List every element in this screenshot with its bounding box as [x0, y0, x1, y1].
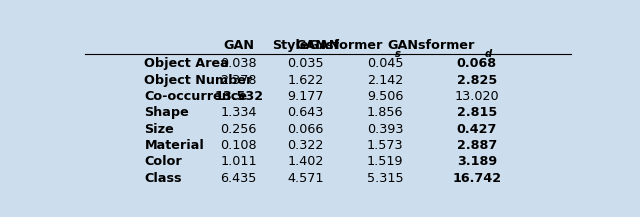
- Text: 9.177: 9.177: [287, 90, 324, 103]
- Text: StyleGAN: StyleGAN: [272, 39, 339, 52]
- Text: 2.378: 2.378: [220, 74, 257, 87]
- Text: 9.506: 9.506: [367, 90, 403, 103]
- Text: GAN: GAN: [223, 39, 254, 52]
- Text: Material: Material: [145, 139, 204, 152]
- Text: s: s: [394, 49, 401, 59]
- Text: 0.393: 0.393: [367, 123, 403, 136]
- Text: 0.256: 0.256: [221, 123, 257, 136]
- Text: 0.035: 0.035: [287, 57, 324, 70]
- Text: 1.402: 1.402: [287, 155, 324, 168]
- Text: Size: Size: [145, 123, 174, 136]
- Text: GANsformer: GANsformer: [295, 39, 383, 52]
- Text: 6.435: 6.435: [221, 172, 257, 185]
- Text: 0.038: 0.038: [220, 57, 257, 70]
- Text: 0.427: 0.427: [456, 123, 497, 136]
- Text: 2.815: 2.815: [457, 106, 497, 119]
- Text: 0.643: 0.643: [287, 106, 324, 119]
- Text: 16.742: 16.742: [452, 172, 501, 185]
- Text: d: d: [485, 49, 492, 59]
- Text: 0.045: 0.045: [367, 57, 403, 70]
- Text: Co-occurrence: Co-occurrence: [145, 90, 248, 103]
- Text: Object Number: Object Number: [145, 74, 253, 87]
- Text: 13.532: 13.532: [214, 90, 263, 103]
- Text: 2.142: 2.142: [367, 74, 403, 87]
- Text: Color: Color: [145, 155, 182, 168]
- Text: GANsformer: GANsformer: [387, 39, 474, 52]
- Text: 2.825: 2.825: [457, 74, 497, 87]
- Text: 0.066: 0.066: [287, 123, 324, 136]
- Text: 4.571: 4.571: [287, 172, 324, 185]
- Text: 3.189: 3.189: [457, 155, 497, 168]
- Text: Shape: Shape: [145, 106, 189, 119]
- Text: Object Area: Object Area: [145, 57, 229, 70]
- Text: 1.519: 1.519: [367, 155, 403, 168]
- Text: 1.622: 1.622: [287, 74, 324, 87]
- Text: Class: Class: [145, 172, 182, 185]
- Text: 2.887: 2.887: [457, 139, 497, 152]
- Text: 5.315: 5.315: [367, 172, 403, 185]
- Text: 0.108: 0.108: [220, 139, 257, 152]
- Text: 13.020: 13.020: [454, 90, 499, 103]
- Text: 1.856: 1.856: [367, 106, 403, 119]
- Text: 1.334: 1.334: [220, 106, 257, 119]
- Text: 1.573: 1.573: [367, 139, 403, 152]
- Text: 0.322: 0.322: [287, 139, 324, 152]
- Text: 0.068: 0.068: [457, 57, 497, 70]
- Text: 1.011: 1.011: [220, 155, 257, 168]
